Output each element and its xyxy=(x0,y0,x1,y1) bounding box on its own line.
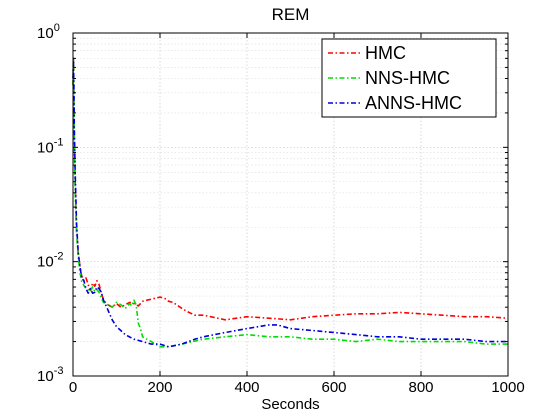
y-tick-label: 10-3 xyxy=(37,365,63,385)
x-tick-label: 800 xyxy=(408,379,433,396)
y-tick-label: 10-2 xyxy=(37,251,63,271)
x-tick-label: 1000 xyxy=(491,379,524,396)
y-tick-label: 10-1 xyxy=(37,136,63,156)
x-tick-label: 0 xyxy=(69,379,77,396)
legend-label: HMC xyxy=(365,43,406,63)
legend-label: NNS-HMC xyxy=(365,68,450,88)
x-tick-label: 400 xyxy=(234,379,259,396)
chart-title: REM xyxy=(272,5,310,24)
grid xyxy=(73,33,508,376)
series-line-anns-hmc xyxy=(72,57,508,348)
axis-ticks: 0 200 400 600 800 1000 10-3 10-2 10-1 100 xyxy=(37,22,525,396)
legend: HMC NNS-HMC ANNS-HMC xyxy=(321,38,497,118)
x-tick-label: 600 xyxy=(321,379,346,396)
y-tick-label: 100 xyxy=(37,22,60,42)
plot-series xyxy=(72,57,509,348)
x-tick-label: 200 xyxy=(147,379,172,396)
series-line-nns-hmc xyxy=(72,57,508,348)
x-axis-label: Seconds xyxy=(261,396,319,413)
plot-frame xyxy=(72,32,509,377)
legend-label: ANNS-HMC xyxy=(365,93,462,113)
